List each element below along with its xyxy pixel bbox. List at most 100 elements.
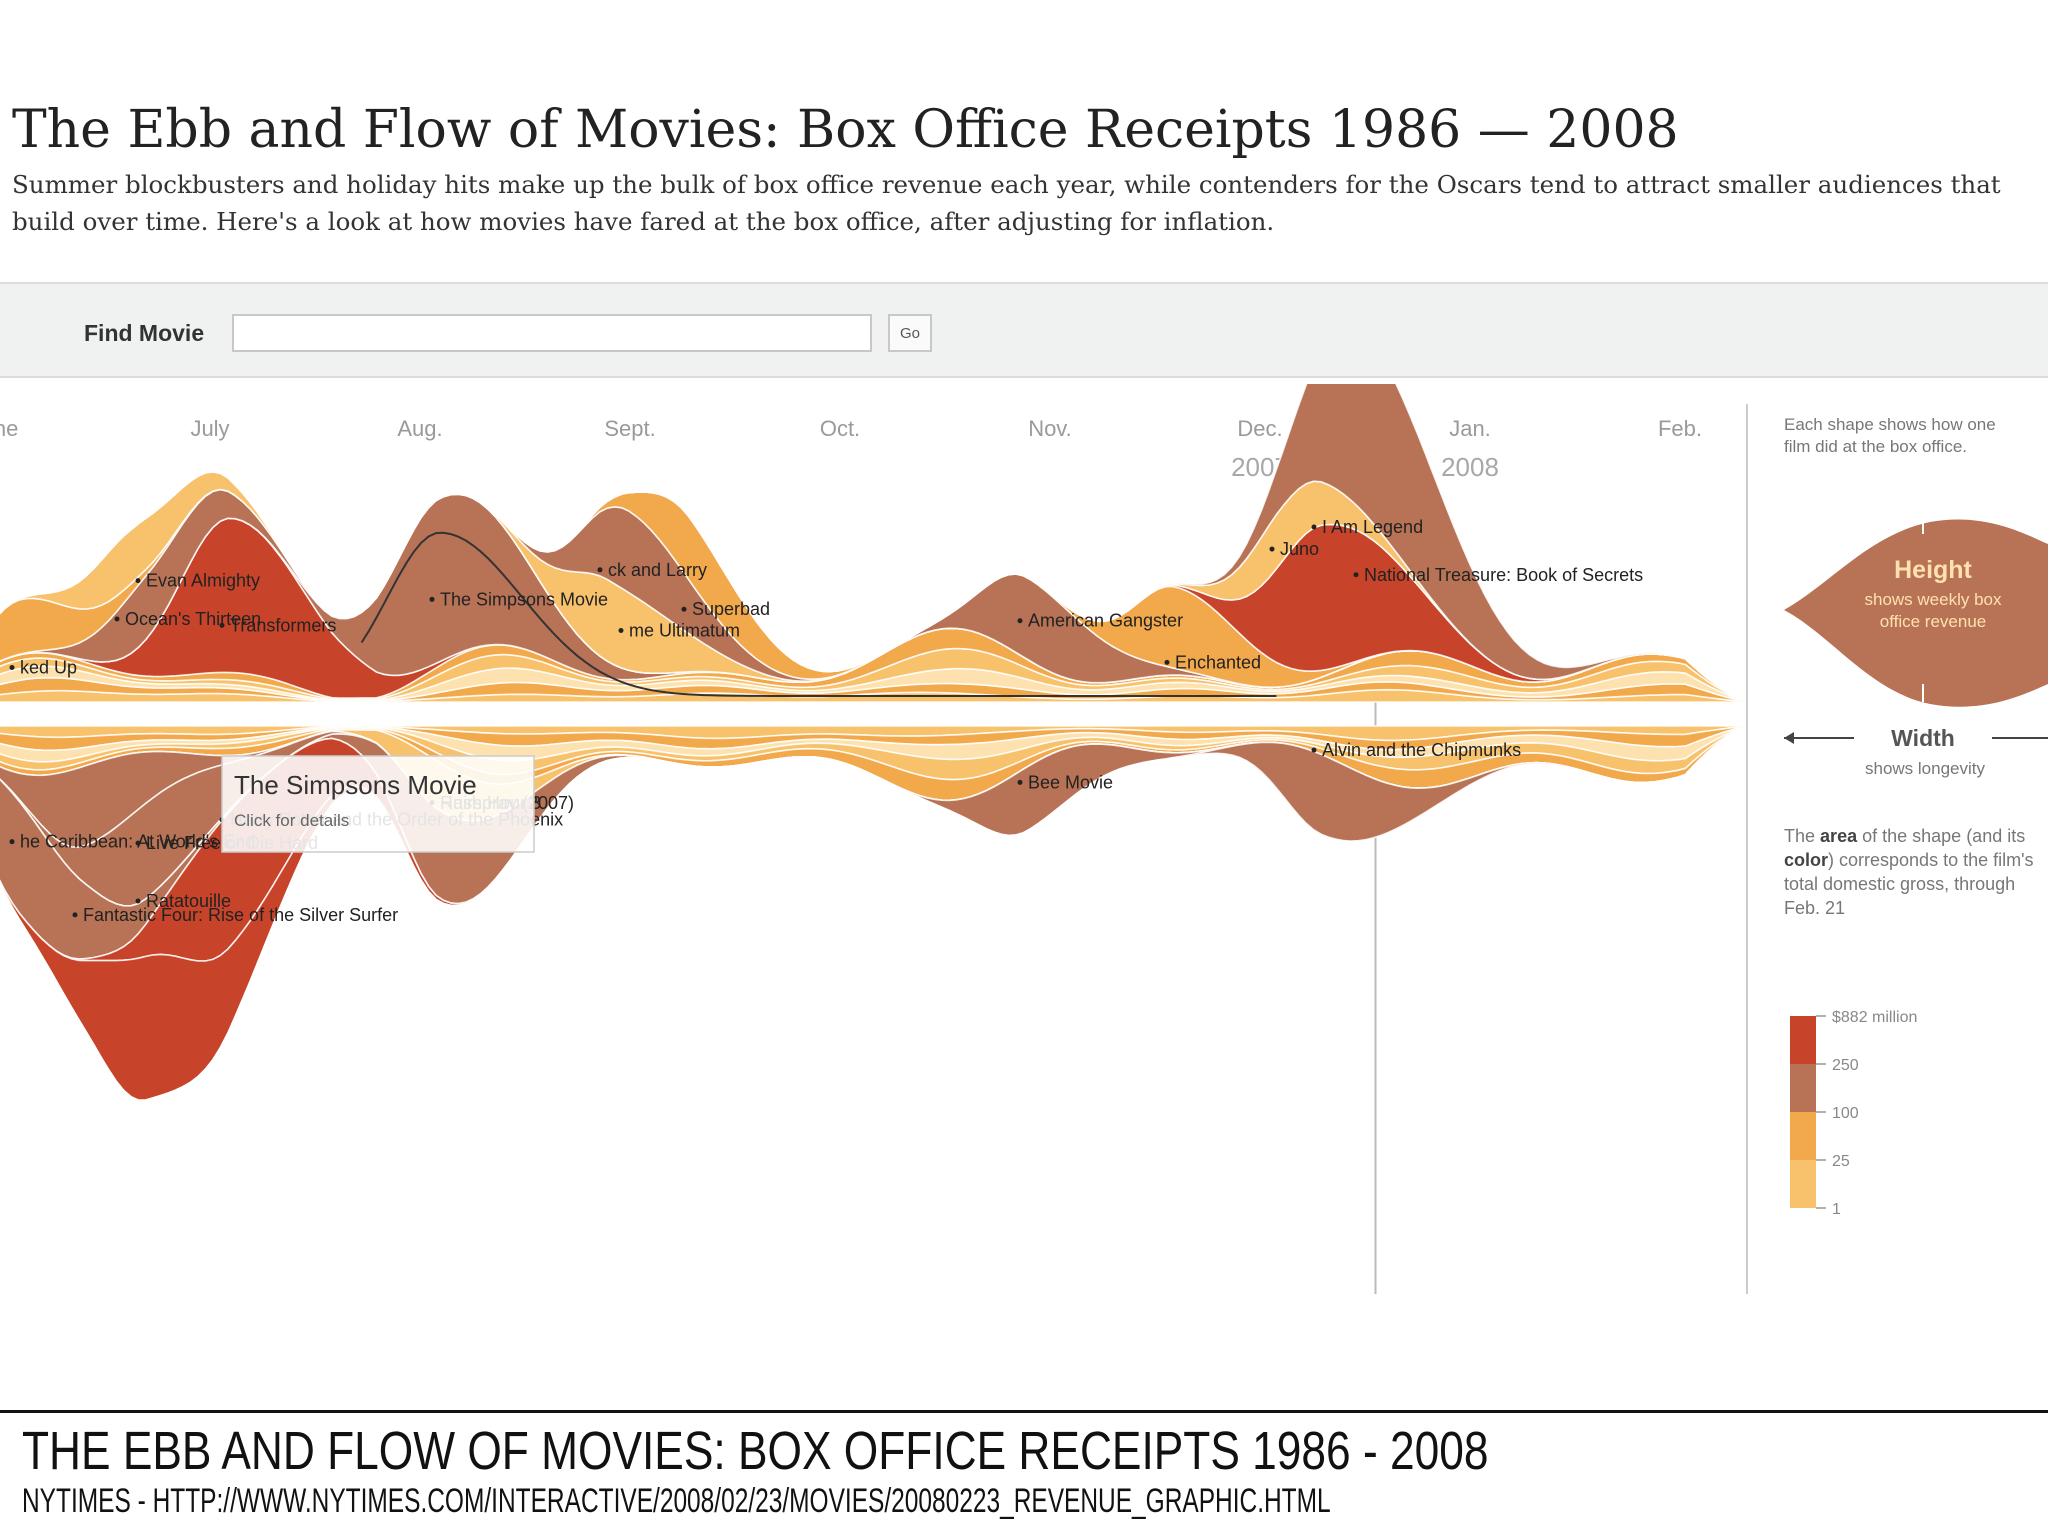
film-label-text: Juno	[1280, 539, 1319, 559]
stream-layers[interactable]	[0, 384, 1746, 1102]
legend-scale-swatch	[1790, 1064, 1816, 1112]
film-label[interactable]: Juno	[1269, 539, 1320, 559]
film-label[interactable]: I Am Legend	[1311, 517, 1424, 537]
film-label[interactable]: ck and Larry	[597, 560, 708, 580]
film-label-dot	[1311, 747, 1317, 753]
film-label-text: Enchanted	[1175, 652, 1261, 672]
chart-legend: Each shape shows how one film did at the…	[1770, 384, 2048, 1304]
film-label-text: Evan Almighty	[146, 571, 260, 591]
month-label: Jan.	[1449, 416, 1491, 441]
film-label[interactable]: American Gangster	[1017, 611, 1184, 631]
film-label[interactable]: National Treasure: Book of Secrets	[1353, 565, 1644, 585]
find-movie-label: Find Movie	[84, 320, 205, 346]
film-label[interactable]: me Ultimatum	[618, 621, 741, 641]
legend-scale-label: 100	[1832, 1105, 1859, 1122]
legend-scale-swatch	[1790, 1160, 1816, 1208]
legend-width-left-arrow	[1784, 732, 1794, 744]
film-label[interactable]: Bee Movie	[1017, 772, 1114, 792]
film-label-dot	[1353, 572, 1359, 578]
footer-source: NYTIMES - HTTP://WWW.NYTIMES.COM/INTERAC…	[22, 1482, 1331, 1520]
month-label: Sept.	[604, 416, 655, 441]
film-label-dot	[114, 616, 120, 622]
film-stream[interactable]	[0, 728, 1746, 1102]
month-label: Feb.	[1658, 416, 1702, 441]
film-label-text: National Treasure: Book of Secrets	[1364, 565, 1643, 585]
month-axis: une July Aug. Sept. Oct. Nov. Dec. Jan. Feb.	[0, 416, 1702, 441]
legend-scale-label: 1	[1832, 1201, 1841, 1218]
film-label-dot	[135, 578, 141, 584]
film-label-dot	[9, 839, 15, 845]
legend-scale-label: 250	[1832, 1057, 1859, 1074]
legend-scale-swatch	[1790, 1112, 1816, 1160]
search-toolbar: Find Movie Go	[0, 282, 2048, 378]
film-labels: Transformers The Simpsons Movie Evan Almig…	[9, 517, 1644, 925]
legend-shape-note: Each shape shows how one film did at the…	[1784, 415, 1996, 456]
film-label[interactable]: Alvin and the Chipmunks	[1311, 740, 1522, 760]
footer-title: THE EBB AND FLOW OF MOVIES: BOX OFFICE R…	[22, 1421, 1489, 1481]
film-label-dot	[9, 665, 15, 671]
film-label[interactable]: Enchanted	[1164, 652, 1262, 672]
month-label: Nov.	[1028, 416, 1072, 441]
find-movie-input[interactable]	[232, 314, 872, 352]
streamgraph-chart[interactable]: une July Aug. Sept. Oct. Nov. Dec. Jan. Feb. 200…	[0, 384, 1766, 1304]
tooltip: The Simpsons Movie Click for details	[221, 755, 535, 853]
film-label-dot	[135, 898, 141, 904]
film-label[interactable]: he Caribbean: At World's End	[9, 832, 256, 852]
month-label: une	[0, 416, 18, 441]
tooltip-box	[221, 755, 535, 853]
film-label-text: Ocean's Thirteen	[125, 609, 261, 629]
footer-divider	[0, 1410, 2048, 1413]
film-label-text: Superbad	[692, 599, 770, 619]
film-label-dot	[135, 840, 141, 846]
film-label-dot	[1311, 524, 1317, 530]
film-label-dot	[597, 567, 603, 573]
film-label[interactable]: Ratatouille	[135, 891, 232, 911]
page-title: The Ebb and Flow of Movies: Box Office R…	[12, 100, 1679, 160]
film-label-text: he Caribbean: At World's End	[20, 832, 255, 852]
film-label-text: Transformers	[230, 615, 336, 635]
film-label[interactable]: Transformers	[219, 615, 337, 635]
legend-height-title: Height	[1894, 556, 1972, 584]
film-label-text: Ratatouille	[146, 891, 231, 911]
film-label-text: me Ultimatum	[629, 621, 740, 641]
film-label[interactable]: Evan Almighty	[135, 571, 261, 591]
film-label-dot	[429, 596, 435, 602]
legend-scale-label: 25	[1832, 1153, 1850, 1170]
film-label-text: ck and Larry	[608, 560, 707, 580]
year-label: 2008	[1441, 452, 1499, 482]
film-label-text: Bee Movie	[1028, 772, 1113, 792]
film-label[interactable]: ked Up	[9, 658, 78, 678]
film-label[interactable]: The Simpsons Movie	[429, 589, 609, 609]
film-label-dot	[219, 622, 225, 628]
film-label[interactable]: Ocean's Thirteen	[114, 609, 262, 629]
legend-scale-label: $882 million	[1832, 1009, 1917, 1026]
film-label-dot	[618, 628, 624, 634]
film-label-dot	[1269, 546, 1275, 552]
page-subtitle: Summer blockbusters and holiday hits mak…	[12, 170, 2001, 236]
legend-color-scale: $882 million 250 100 25 1	[1790, 1009, 1917, 1218]
film-label-text: The Simpsons Movie	[440, 589, 608, 609]
film-label-dot	[1017, 779, 1023, 785]
legend-scale-swatch	[1790, 1016, 1816, 1064]
tooltip-hint: Click for details	[234, 811, 349, 830]
film-label-text: Alvin and the Chipmunks	[1322, 740, 1521, 760]
film-label-text: I Am Legend	[1322, 517, 1423, 537]
film-label-dot	[72, 912, 78, 918]
legend-height-shape	[1784, 519, 2048, 707]
legend-width-note: shows longevity	[1865, 759, 1986, 778]
film-label-text: Fantastic Four: Rise of the Silver Surfe…	[83, 905, 398, 925]
month-label: Dec.	[1237, 416, 1282, 441]
film-label-dot	[1164, 659, 1170, 665]
tooltip-title: The Simpsons Movie	[234, 770, 477, 800]
month-label: July	[190, 416, 229, 441]
film-stream[interactable]	[0, 384, 1746, 700]
legend-height-note: shows weekly box office revenue	[1864, 590, 2002, 631]
film-label-text: American Gangster	[1028, 611, 1183, 631]
legend-width-title: Width	[1891, 725, 1955, 751]
go-button[interactable]: Go	[888, 314, 932, 352]
highlighted-film-outline	[360, 531, 1277, 697]
film-label[interactable]: Fantastic Four: Rise of the Silver Surfe…	[72, 905, 399, 925]
month-label: Aug.	[397, 416, 442, 441]
film-label[interactable]: Superbad	[681, 599, 771, 619]
month-label: Oct.	[820, 416, 860, 441]
